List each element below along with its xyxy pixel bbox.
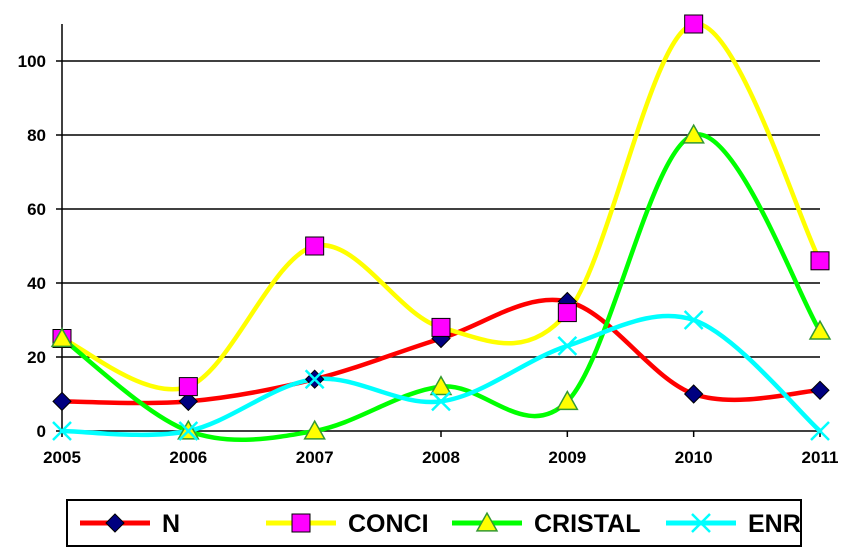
data-point-conci: [431, 317, 451, 337]
data-point-cristal: [429, 375, 453, 396]
data-point-n: [810, 380, 830, 401]
series-line-conci: [59, 21, 823, 392]
legend-swatch-marker: [291, 513, 311, 533]
data-point-n: [52, 391, 72, 412]
y-tick-label: 40: [27, 274, 46, 293]
legend-label: ENRIQ: [748, 510, 800, 538]
x-tick-label: 2006: [169, 448, 207, 467]
data-point-enriq: [810, 421, 830, 441]
legend-entry-enriq: ENRIQ: [666, 510, 827, 538]
y-tick-label: 80: [27, 126, 46, 145]
y-tick-label: 100: [18, 52, 46, 71]
legend-entry-conci: CONCI: [266, 510, 429, 538]
x-tick-label: 2010: [675, 448, 713, 467]
x-tick-label: 2005: [43, 448, 81, 467]
legend-entries: N CONCI CRISTAL ENRIQ: [80, 510, 827, 538]
data-point-cristal: [808, 319, 832, 340]
data-point-cristal: [303, 419, 326, 440]
y-tick-label: 20: [27, 348, 46, 367]
data-point-enriq: [304, 369, 325, 390]
data-point-enriq: [178, 421, 199, 441]
data-point-enriq: [683, 310, 704, 330]
x-tick-label: 2011: [802, 448, 839, 467]
data-point-cristal: [50, 327, 74, 348]
data-point-conci: [178, 377, 198, 397]
legend-label: N: [162, 510, 180, 538]
x-tick-label: 2009: [548, 448, 586, 467]
tick-labels: 0 20 40 60 80 100 2005 2006 2007 2008 2009 2010 2011: [18, 52, 839, 467]
data-point-enriq: [431, 391, 451, 412]
series-markers: [50, 14, 832, 441]
legend-swatch-marker: [475, 511, 499, 532]
data-point-conci: [305, 236, 325, 256]
y-tick-label: 60: [27, 200, 46, 219]
data-point-conci: [810, 251, 830, 271]
legend-entry-cristal: CRISTAL: [452, 510, 640, 538]
data-point-n: [683, 384, 704, 404]
data-point-conci: [684, 14, 704, 34]
legend-entry-n: N: [80, 510, 180, 538]
x-tick-label: 2007: [296, 448, 334, 467]
legend-label: CRISTAL: [534, 510, 640, 538]
data-point-enriq: [557, 336, 578, 356]
data-point-cristal: [682, 123, 705, 144]
legend-label: CONCI: [348, 510, 429, 538]
legend: N CONCI CRISTAL ENRIQ: [66, 499, 827, 547]
axes: [56, 24, 821, 437]
data-point-conci: [557, 303, 577, 323]
data-point-cristal: [556, 389, 579, 411]
data-point-n: [178, 391, 199, 412]
data-point-enriq: [52, 421, 72, 441]
y-tick-label: 0: [37, 422, 46, 441]
legend-swatch-marker: [105, 513, 125, 533]
gridlines: [62, 60, 820, 358]
x-tick-label: 2008: [422, 448, 460, 467]
legend-swatch-marker: [691, 513, 711, 533]
